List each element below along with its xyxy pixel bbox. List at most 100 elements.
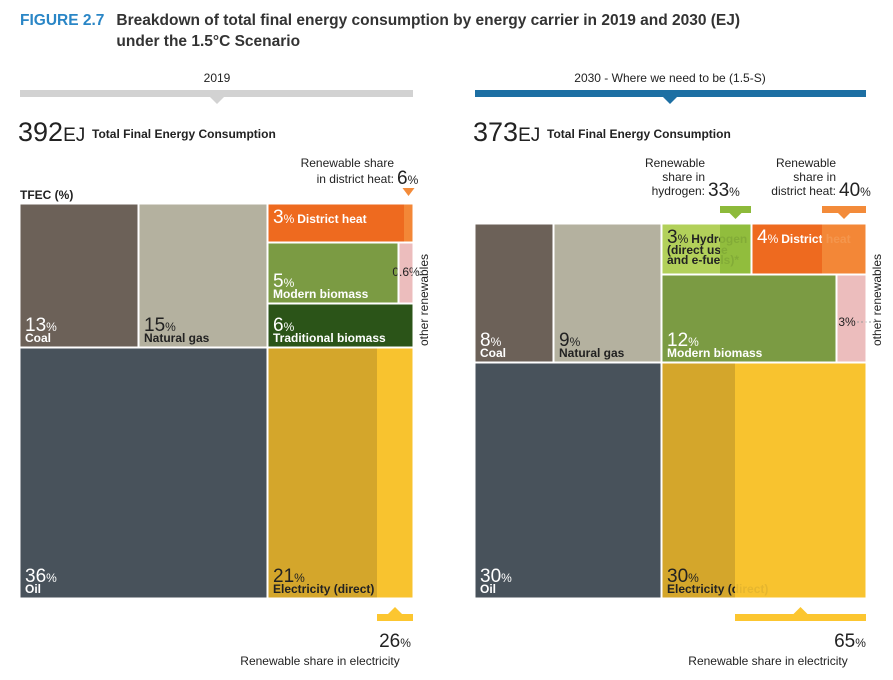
tile bbox=[554, 224, 661, 362]
share-number: 33 bbox=[708, 180, 729, 201]
tile bbox=[139, 204, 267, 347]
tile-label: Natural gas bbox=[144, 331, 210, 345]
value-number: 8 bbox=[480, 330, 491, 351]
tile-value: 3% District heat bbox=[273, 207, 367, 228]
share-label: share in bbox=[793, 170, 836, 184]
share-number: 40 bbox=[839, 180, 860, 201]
tile-label: Modern biomass bbox=[273, 287, 369, 301]
share-value: 6% bbox=[397, 168, 419, 189]
share-unit: % bbox=[408, 173, 419, 187]
tile-border bbox=[474, 223, 554, 363]
tile-value: 13% bbox=[25, 315, 57, 336]
tile-border bbox=[474, 362, 662, 599]
tile-note: (direct use bbox=[667, 243, 728, 257]
tile-border bbox=[836, 274, 867, 363]
share-value: 40% bbox=[839, 180, 871, 201]
share-pointer bbox=[838, 213, 850, 219]
tile-value: 36% bbox=[25, 566, 57, 587]
tile-border bbox=[267, 203, 414, 243]
value-unit: % bbox=[284, 320, 295, 334]
value-number: 5 bbox=[273, 271, 284, 292]
value-number: 30 bbox=[480, 566, 501, 587]
header-bar bbox=[475, 90, 866, 97]
tile bbox=[20, 348, 267, 598]
panel-title: 2019 bbox=[204, 71, 231, 85]
value-number: 13 bbox=[25, 315, 46, 336]
total-value: 373 bbox=[473, 117, 518, 147]
value-unit: % bbox=[294, 571, 305, 585]
tile-value: 0.6% bbox=[392, 265, 420, 279]
tile-value: 15% bbox=[144, 315, 176, 336]
tile-border bbox=[267, 242, 399, 304]
panel-title: 2030 - Where we need to be (1.5-S) bbox=[574, 71, 765, 85]
value-number: 3 bbox=[273, 207, 284, 228]
tile-border bbox=[19, 347, 268, 599]
value-unit: % bbox=[46, 571, 57, 585]
renewable-portion bbox=[377, 348, 413, 598]
share-label: hydrogen: bbox=[652, 184, 705, 198]
share-value: 26% bbox=[379, 631, 411, 652]
value-number: 6 bbox=[273, 315, 284, 336]
value-unit: % bbox=[284, 212, 295, 226]
share-label: Renewable share in electricity bbox=[688, 654, 847, 668]
value-unit: % bbox=[688, 571, 699, 585]
share-label: Renewable bbox=[645, 156, 705, 170]
tile-border bbox=[661, 362, 867, 599]
share-marker bbox=[822, 206, 866, 213]
share-label: in district heat: bbox=[317, 172, 394, 186]
value-number: 21 bbox=[273, 566, 294, 587]
share-label: district heat: bbox=[771, 184, 836, 198]
renewable-portion bbox=[822, 224, 866, 274]
share-label: Renewable share in electricity bbox=[240, 654, 399, 668]
renewable-portion bbox=[404, 204, 413, 242]
value-number: 15 bbox=[144, 315, 165, 336]
share-label: Renewable bbox=[776, 156, 836, 170]
tile bbox=[399, 243, 413, 303]
tile-value: 6% bbox=[273, 315, 295, 336]
total: 392EJ bbox=[18, 117, 85, 147]
share-marker bbox=[377, 614, 413, 621]
value-unit: % bbox=[46, 320, 57, 334]
value-unit: % bbox=[501, 571, 512, 585]
figure-title: Breakdown of total final energy consumpt… bbox=[116, 12, 741, 50]
total-unit: EJ bbox=[63, 125, 85, 146]
renewable-portion bbox=[720, 224, 751, 274]
tile bbox=[475, 224, 553, 362]
tile-value: 30% bbox=[667, 566, 699, 587]
value-unit: % bbox=[491, 335, 502, 349]
total-value: 392 bbox=[18, 117, 63, 147]
header-pointer bbox=[663, 97, 677, 104]
share-unit: % bbox=[729, 185, 740, 199]
tile-border bbox=[267, 347, 414, 599]
value-number: 36 bbox=[25, 566, 46, 587]
value-unit: % bbox=[678, 232, 689, 246]
tile-value: 8% bbox=[480, 330, 502, 351]
share-unit: % bbox=[400, 636, 411, 650]
tile-label: Natural gas bbox=[559, 346, 625, 360]
tile-border bbox=[19, 203, 139, 348]
share-number: 65 bbox=[834, 631, 855, 652]
value-unit: % bbox=[409, 265, 420, 279]
header-bar bbox=[20, 90, 413, 97]
value-unit: % bbox=[845, 315, 856, 329]
share-value: 65% bbox=[834, 631, 866, 652]
share-number: 26 bbox=[379, 631, 400, 652]
total-label: Total Final Energy Consumption bbox=[92, 127, 276, 141]
share-marker bbox=[720, 206, 751, 213]
tile-value: 5% bbox=[273, 271, 295, 292]
tile-border bbox=[661, 223, 752, 275]
tile-value: 30% bbox=[480, 566, 512, 587]
tile-border bbox=[751, 223, 867, 275]
total: 373EJ bbox=[473, 117, 540, 147]
tile-label: Oil bbox=[25, 582, 41, 596]
value-number: 30 bbox=[667, 566, 688, 587]
other-label: other renewables bbox=[417, 254, 431, 346]
tile bbox=[20, 204, 138, 347]
tile-value: 9% bbox=[559, 330, 581, 351]
figure-label: FIGURE 2.7 bbox=[20, 12, 105, 29]
tile-border bbox=[398, 242, 414, 304]
share-number: 6 bbox=[397, 168, 408, 189]
value-unit: % bbox=[165, 320, 176, 334]
value-unit: % bbox=[688, 335, 699, 349]
tile-border bbox=[138, 203, 268, 348]
